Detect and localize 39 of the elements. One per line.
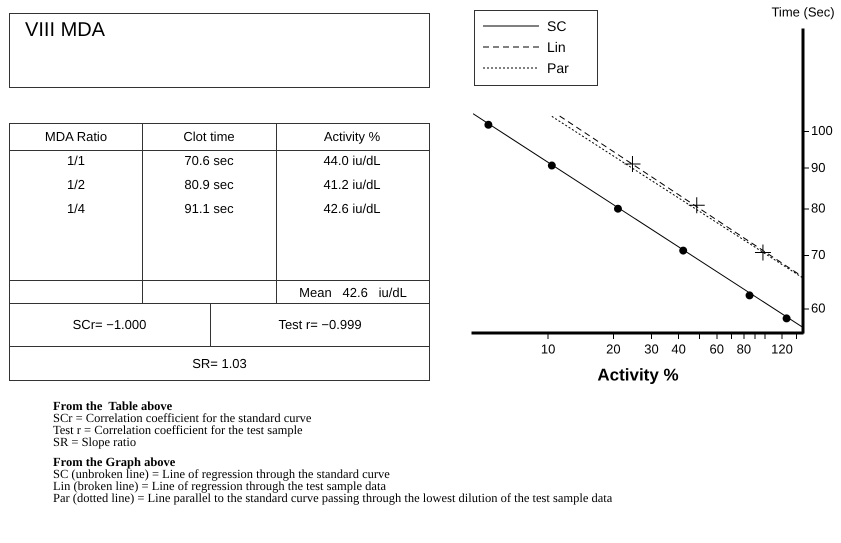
text: 44.0 iu/dL xyxy=(322,153,382,168)
text: SCr= −1.000 xyxy=(72,317,148,332)
legend-label: Par xyxy=(547,60,569,76)
y-tick-label: 100 xyxy=(811,123,833,138)
text: 70.6 sec xyxy=(183,153,235,168)
x-tick-label: 80 xyxy=(736,341,752,356)
x-tick-label: 40 xyxy=(671,341,686,356)
text: 1/1 xyxy=(66,153,86,168)
y-tick-label: 60 xyxy=(811,300,826,316)
text: 1/2 xyxy=(66,177,86,192)
y-tick-label: 90 xyxy=(811,160,826,175)
text: 91.1 sec xyxy=(183,201,235,216)
text: 42.6 iu/dL xyxy=(322,201,382,216)
text: SR = Slope ratio xyxy=(53,435,136,449)
text: Test r = Correlation coefficient for the test sample xyxy=(53,423,303,437)
text: Activity % xyxy=(322,129,382,144)
text: Mean 42.6 iu/dL xyxy=(298,285,408,300)
x-tick-label: 30 xyxy=(644,341,659,356)
text: MDA Ratio xyxy=(44,129,108,144)
text: VIII MDA xyxy=(25,19,106,42)
text: Test r= −0.999 xyxy=(277,317,363,332)
x-tick-label: 60 xyxy=(710,341,724,356)
text: From the Graph above xyxy=(53,455,176,469)
text: 80.9 sec xyxy=(183,177,235,192)
y-tick-label: 70 xyxy=(811,247,826,262)
text: 41.2 iu/dL xyxy=(322,177,382,192)
x-tick-label: 10 xyxy=(540,341,556,356)
x-tick-label: 120 xyxy=(771,341,793,356)
x-tick-label: 20 xyxy=(606,341,621,356)
text: Clot time xyxy=(182,129,236,144)
x-axis-title: Activity % xyxy=(597,365,679,384)
text: 1/4 xyxy=(66,201,86,216)
text: SCr = Correlation coefficient for the standard curve xyxy=(53,411,312,425)
legend-label: Lin xyxy=(547,39,566,55)
y-tick-label: 80 xyxy=(811,200,826,216)
legend-label: SC xyxy=(547,18,566,34)
text: From the Table above xyxy=(53,399,172,413)
text: SR= 1.03 xyxy=(191,356,248,371)
y-axis-title: Time (Sec) xyxy=(771,4,835,20)
